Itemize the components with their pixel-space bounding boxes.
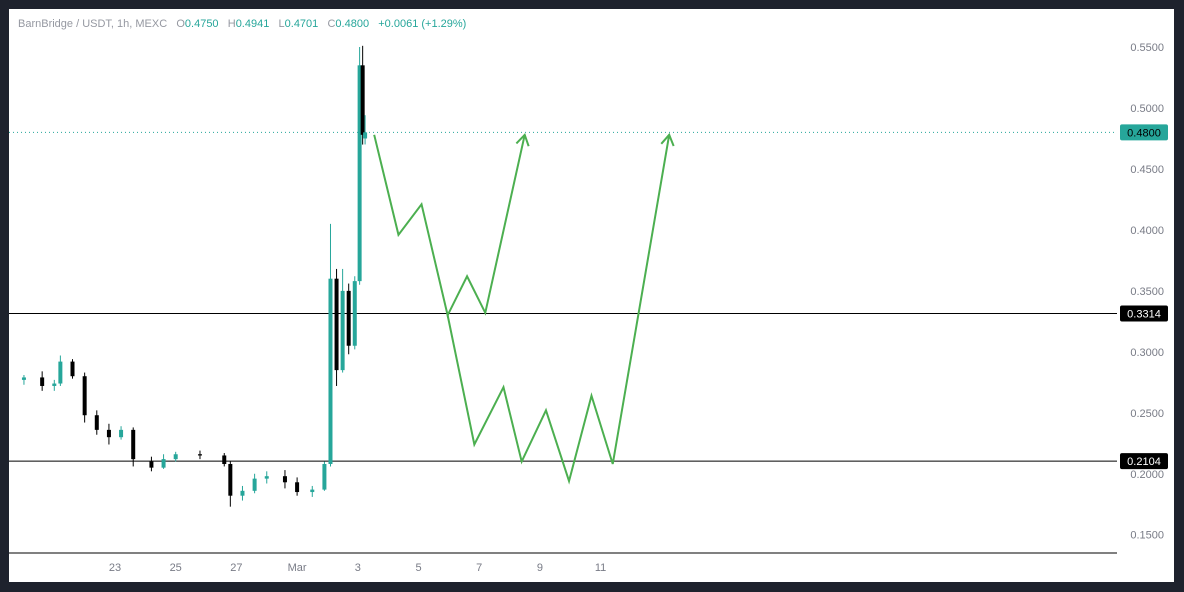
candle-body	[282, 476, 287, 483]
levels-layer	[9, 131, 1117, 462]
candle-body	[222, 455, 227, 464]
y-tick-label: 0.4000	[1130, 225, 1164, 237]
level-price-tag-bg	[1120, 453, 1168, 470]
candle-body	[252, 478, 257, 491]
candle-body	[82, 376, 87, 416]
x-tick-label: 25	[170, 562, 182, 574]
level-price-tag-bg	[1120, 305, 1168, 322]
y-tick-label: 0.4500	[1130, 164, 1164, 176]
candle-body	[70, 361, 75, 377]
chart-frame[interactable]: 23 25 27 Mar 3 5 7 9 11 0.5500 0.5000 0.4500 0.4000 0…	[9, 9, 1174, 582]
candle-body	[340, 290, 345, 371]
chart-canvas[interactable]: 23 25 27 Mar 3 5 7 9 11 0.5500 0.5000 0.4500 0.4000 0…	[9, 9, 1174, 582]
axis-layer: 23 25 27 Mar 3 5 7 9 11 0.5500 0.5000 0.4500 0.4000 0…	[9, 42, 1168, 574]
projection-arrowhead	[660, 132, 675, 147]
candle-body	[240, 490, 245, 496]
candle-body	[352, 281, 357, 346]
change-value: +0.0061 (+1.29%)	[378, 18, 467, 30]
x-tick-label: 9	[537, 562, 543, 574]
x-tick-label: Mar	[288, 562, 307, 574]
y-tick-label: 0.1500	[1130, 530, 1164, 542]
projection-path	[373, 134, 526, 319]
candle-body	[346, 290, 351, 346]
level-price-tag: 0.2104	[1127, 456, 1161, 468]
x-tick-label: 11	[595, 562, 606, 574]
x-tick-label: 5	[415, 562, 421, 574]
candle-body	[173, 454, 178, 460]
open-label: O	[176, 18, 185, 30]
x-tick-label: 27	[230, 562, 242, 574]
x-tick-label: 3	[355, 562, 361, 574]
projection-arrowhead	[515, 132, 530, 147]
candle-body	[40, 377, 45, 386]
candle-body	[58, 361, 63, 384]
candles-layer	[21, 45, 368, 507]
candle-body	[94, 415, 99, 430]
low-value: 0.4701	[284, 18, 319, 30]
close-value: 0.4800	[335, 18, 370, 30]
candle-body	[295, 482, 300, 493]
low-label: L	[278, 18, 285, 30]
x-tick-label: 7	[476, 562, 482, 574]
candle-body	[334, 278, 339, 371]
candle-body	[360, 65, 365, 135]
high-label: H	[227, 18, 236, 30]
y-tick-label: 0.2000	[1130, 469, 1164, 481]
candle-body	[197, 454, 202, 456]
chart-legend: BarnBridge / USDT, 1h, MEXC O0.4750 H0.4…	[18, 18, 466, 30]
close-label: C	[327, 18, 336, 30]
y-tick-label: 0.3500	[1130, 286, 1164, 298]
last-price-tag: 0.4800	[1127, 127, 1161, 139]
high-value: 0.4941	[235, 18, 270, 30]
open-value: 0.4750	[184, 18, 219, 30]
candle-body	[149, 461, 154, 468]
y-tick-label: 0.5500	[1130, 42, 1164, 54]
candle-body	[322, 463, 327, 490]
projection-layer	[373, 132, 675, 485]
candle-body	[161, 459, 166, 468]
candle-body	[310, 489, 315, 493]
candle-body	[328, 278, 333, 464]
candle-body	[363, 132, 368, 139]
x-tick-label: 23	[109, 562, 121, 574]
candle-body	[106, 429, 111, 438]
candle-body	[357, 65, 362, 282]
candle-body	[21, 377, 26, 380]
projection-path	[446, 134, 671, 485]
last-price-tag-bg	[1120, 124, 1168, 141]
candle-body	[119, 429, 124, 438]
candle-body	[264, 476, 269, 479]
y-tick-label: 0.2500	[1130, 408, 1164, 420]
symbol-label: BarnBridge / USDT, 1h, MEXC	[18, 18, 168, 30]
y-tick-label: 0.3000	[1130, 347, 1164, 359]
candle-body	[131, 429, 136, 460]
candle-body	[228, 463, 233, 496]
candle-body	[52, 383, 57, 386]
level-price-tag: 0.3314	[1127, 309, 1161, 321]
y-tick-label: 0.5000	[1130, 103, 1164, 115]
